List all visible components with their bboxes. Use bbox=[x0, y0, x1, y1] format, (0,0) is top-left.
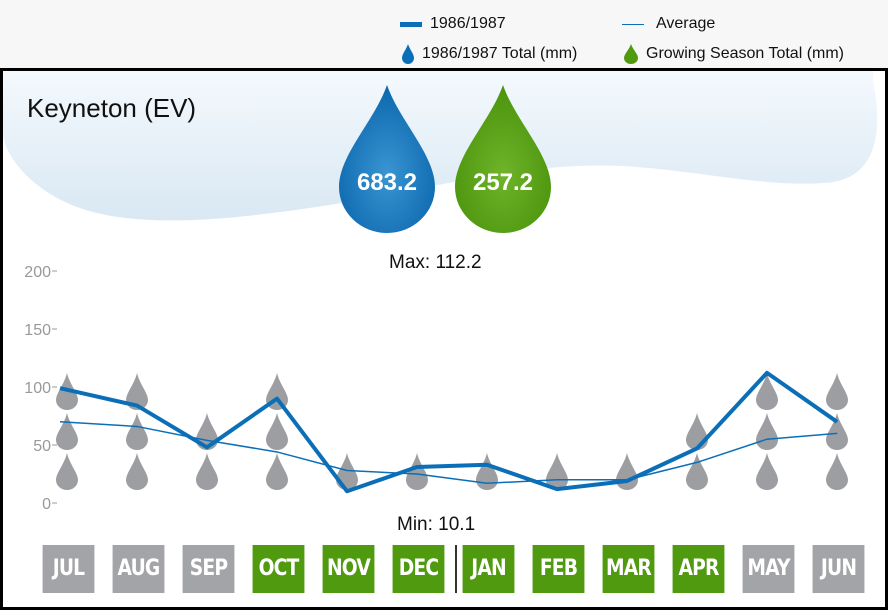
green-drop-icon bbox=[624, 44, 638, 64]
month-button-jan[interactable]: JAN bbox=[462, 545, 515, 593]
month-button-nov[interactable]: NOV bbox=[322, 545, 375, 593]
data-point bbox=[136, 405, 138, 407]
data-point bbox=[626, 480, 628, 482]
y-tick-label: 150 bbox=[24, 322, 51, 339]
legend-thick-line-icon bbox=[400, 21, 422, 27]
year-total-value: 683.2 bbox=[356, 169, 418, 196]
data-point bbox=[206, 439, 208, 441]
growing-total-value: 257.2 bbox=[472, 169, 534, 196]
rain-drop-marker bbox=[126, 413, 148, 450]
data-point bbox=[486, 464, 488, 466]
rain-drop-marker bbox=[266, 413, 288, 450]
y-tick-label: 200 bbox=[24, 264, 51, 281]
month-button-apr[interactable]: APR bbox=[672, 545, 725, 593]
data-point bbox=[766, 438, 768, 440]
data-point bbox=[836, 421, 838, 423]
rain-drop-marker bbox=[56, 453, 78, 490]
data-point bbox=[346, 470, 348, 472]
month-button-mar[interactable]: MAR bbox=[602, 545, 655, 593]
month-button-dec[interactable]: DEC bbox=[392, 545, 445, 593]
rain-drop-marker bbox=[826, 453, 848, 490]
rain-drop-marker bbox=[476, 453, 498, 490]
rain-drop-marker bbox=[686, 413, 708, 450]
growing-total-drop: 257.2 bbox=[453, 85, 553, 235]
data-point bbox=[276, 398, 278, 400]
rain-drop-marker bbox=[826, 413, 848, 450]
legend-series: 1986/1987 bbox=[400, 15, 506, 33]
rain-drop-marker bbox=[406, 453, 428, 490]
series-line-1986-1987 bbox=[59, 370, 839, 494]
legend-series-label: 1986/1987 bbox=[430, 15, 506, 32]
data-point bbox=[416, 466, 418, 468]
rain-drop-marker bbox=[756, 373, 778, 410]
rain-drop-marker bbox=[126, 453, 148, 490]
rain-drop-marker bbox=[616, 453, 638, 490]
rain-drop-marker bbox=[826, 373, 848, 410]
data-point bbox=[696, 461, 698, 463]
year-total-drop: 683.2 bbox=[337, 85, 437, 235]
location-title: Keyneton (EV) bbox=[27, 93, 197, 123]
data-point bbox=[66, 387, 68, 389]
month-button-may[interactable]: MAY bbox=[742, 545, 795, 593]
legend-growing: Growing Season Total (mm) bbox=[624, 44, 844, 64]
rainfall-panel: Keyneton (EV) 683.2 257.2 Max: 112.2 Min… bbox=[0, 68, 888, 610]
blue-drop-icon bbox=[339, 85, 435, 233]
data-point bbox=[416, 473, 418, 475]
data-point bbox=[486, 482, 488, 484]
data-point bbox=[766, 372, 768, 374]
month-button-sep[interactable]: SEP bbox=[182, 545, 235, 593]
legend-average: Average bbox=[622, 15, 715, 33]
data-point bbox=[836, 432, 838, 434]
year-divider bbox=[455, 545, 457, 593]
month-button-jul[interactable]: JUL bbox=[42, 545, 95, 593]
month-button-oct[interactable]: OCT bbox=[252, 545, 305, 593]
legend-thin-line-icon bbox=[622, 23, 644, 25]
month-button-aug[interactable]: AUG bbox=[112, 545, 165, 593]
month-button-jun[interactable]: JUN bbox=[812, 545, 865, 593]
rain-drop-marker bbox=[756, 453, 778, 490]
data-point bbox=[276, 451, 278, 453]
rainfall-chart: 0 50 100 150 200 bbox=[24, 264, 848, 513]
y-tick-label: 50 bbox=[33, 438, 51, 455]
rain-drop-marker bbox=[196, 453, 218, 490]
data-point bbox=[626, 479, 628, 481]
legend-total-label: 1986/1987 Total (mm) bbox=[422, 45, 578, 62]
y-tick-label: 0 bbox=[42, 496, 51, 513]
rain-drop-marker bbox=[56, 413, 78, 450]
rain-drop-marker bbox=[266, 453, 288, 490]
data-point bbox=[136, 425, 138, 427]
min-label: Min: 10.1 bbox=[397, 514, 476, 535]
blue-drop-icon bbox=[402, 44, 414, 64]
legend-growing-label: Growing Season Total (mm) bbox=[646, 45, 844, 62]
data-point bbox=[346, 490, 348, 492]
legend-average-label: Average bbox=[656, 15, 716, 32]
legend-total: 1986/1987 Total (mm) bbox=[402, 44, 577, 64]
max-label: Max: 112.2 bbox=[389, 252, 482, 273]
rain-drop-marker bbox=[756, 413, 778, 450]
month-button-feb[interactable]: FEB bbox=[532, 545, 585, 593]
data-point bbox=[556, 488, 558, 490]
rain-drop-marker bbox=[686, 453, 708, 490]
data-point bbox=[206, 446, 208, 448]
cloud-background bbox=[3, 71, 878, 221]
rain-drop-marker bbox=[126, 373, 148, 410]
y-tick-label: 100 bbox=[24, 380, 51, 397]
green-drop-icon bbox=[455, 85, 551, 233]
data-point bbox=[556, 479, 558, 481]
data-point bbox=[696, 447, 698, 449]
series-line-average bbox=[59, 421, 838, 485]
data-point bbox=[66, 421, 68, 423]
